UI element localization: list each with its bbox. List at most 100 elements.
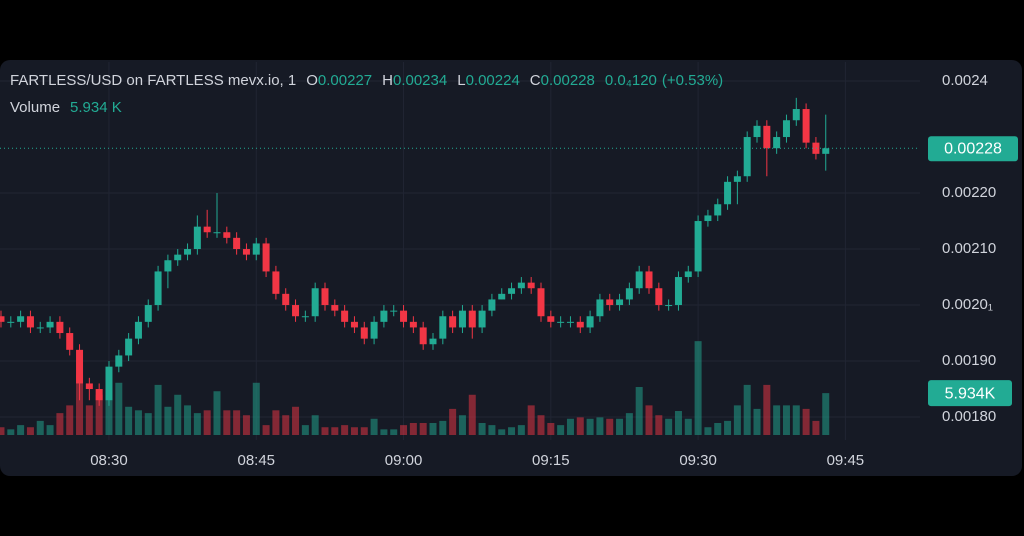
candle-body — [655, 288, 663, 306]
candle-body — [144, 305, 152, 322]
volume-bar — [341, 425, 349, 435]
legend-line: FARTLESS/USD on FARTLESS mevx.io, 1 O0.00… — [10, 72, 723, 89]
volume-bar — [606, 418, 614, 435]
volume-bar — [0, 427, 5, 435]
candle-body — [233, 237, 241, 250]
candle-body — [26, 316, 34, 328]
volume-bar — [547, 423, 555, 435]
x-tick-label: 09:00 — [385, 452, 423, 469]
candle-body — [488, 299, 496, 311]
legend-text: O — [306, 72, 318, 89]
volume-bar — [282, 415, 290, 435]
volume-bar — [301, 425, 309, 435]
volume-bar — [724, 420, 732, 435]
candle-body — [350, 321, 358, 328]
candle-body — [782, 120, 790, 138]
volume-bar — [449, 408, 457, 435]
candle-body — [449, 316, 457, 328]
volume-bar — [272, 410, 280, 435]
legend-text: 0.00227 — [318, 72, 372, 89]
candle-body — [262, 243, 270, 272]
volume-bar — [311, 415, 319, 435]
volume-bar — [812, 420, 820, 435]
volume-bar — [134, 410, 142, 435]
volume-bar — [714, 423, 722, 435]
volume-legend: Volume 5.934 K — [10, 99, 122, 116]
marks — [0, 97, 920, 435]
candle-body — [36, 327, 44, 329]
candle-body — [0, 316, 5, 322]
volume-bar — [498, 429, 506, 435]
candle-body — [792, 109, 800, 121]
legend-text: L — [457, 72, 465, 89]
volume-bar — [252, 382, 260, 435]
legend-text: H — [382, 72, 393, 89]
candle-body — [311, 288, 319, 317]
volume-bar — [292, 406, 300, 435]
candle-body — [429, 338, 437, 345]
candle-body — [282, 293, 290, 306]
candle-body — [76, 349, 84, 384]
candle-body — [527, 282, 535, 289]
volume-bar — [792, 405, 800, 435]
candle-body — [625, 288, 633, 300]
x-tick-label: 09:45 — [827, 452, 865, 469]
volume-bar — [125, 406, 133, 435]
candle-body — [606, 299, 614, 306]
candle-body — [242, 249, 250, 255]
volume-bar — [409, 423, 417, 435]
volume-bar — [508, 427, 516, 435]
y-tick-label: 0.00190 — [942, 352, 996, 369]
candle-body — [704, 215, 712, 222]
candle-body — [645, 271, 653, 289]
candle-body — [566, 321, 574, 323]
candle-body — [360, 327, 368, 339]
volume-bar — [144, 413, 152, 435]
candle-body — [753, 125, 761, 138]
candle-body — [164, 260, 172, 272]
candle-body — [557, 321, 565, 323]
candle-body — [321, 288, 329, 306]
volume-bar — [458, 415, 466, 435]
volume-bar — [763, 384, 771, 435]
candle-body — [468, 310, 476, 328]
candle-body — [684, 271, 692, 278]
volume-bar — [85, 405, 93, 435]
volume-bar — [733, 405, 741, 435]
volume-bar — [95, 394, 103, 435]
volume-bar — [635, 387, 643, 435]
candle-body — [174, 254, 182, 261]
volume-badge — [928, 380, 1012, 407]
candle-body — [7, 321, 15, 323]
volume-bar — [773, 405, 781, 435]
volume-bar — [193, 413, 201, 435]
volume-bar — [174, 394, 182, 435]
volume-bar — [645, 405, 653, 435]
candle-body — [547, 316, 555, 322]
candle-body — [714, 204, 722, 216]
volume-bar — [76, 375, 84, 435]
volume-bar — [26, 427, 34, 435]
candle-body — [812, 142, 820, 154]
candle-body — [125, 338, 133, 356]
candle-body — [616, 299, 624, 306]
legend-text: 0.00234 — [393, 72, 447, 89]
candle-body — [498, 293, 506, 300]
x-tick-label: 08:30 — [90, 452, 128, 469]
volume-bar — [684, 418, 692, 435]
candle-body — [85, 383, 93, 390]
volume-bar — [370, 418, 378, 435]
candle-body — [694, 221, 702, 272]
x-tick-label: 08:45 — [237, 452, 275, 469]
volume-bar — [557, 425, 565, 435]
volume-bar — [400, 425, 408, 435]
candle-body — [341, 310, 349, 322]
volume-bar — [331, 427, 339, 435]
volume-bar — [36, 420, 44, 435]
candle-body — [733, 176, 741, 182]
volume-bar — [694, 341, 702, 435]
candle-body — [95, 389, 103, 401]
candle-body — [46, 321, 54, 328]
volume-bar — [154, 384, 162, 435]
